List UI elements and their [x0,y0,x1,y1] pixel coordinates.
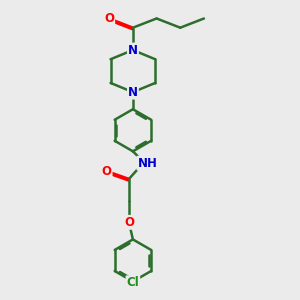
Text: NH: NH [137,157,157,170]
Text: N: N [128,85,138,99]
Text: N: N [128,44,138,56]
Text: O: O [124,216,134,229]
Text: Cl: Cl [127,276,139,289]
Text: O: O [102,164,112,178]
Text: O: O [104,12,114,25]
